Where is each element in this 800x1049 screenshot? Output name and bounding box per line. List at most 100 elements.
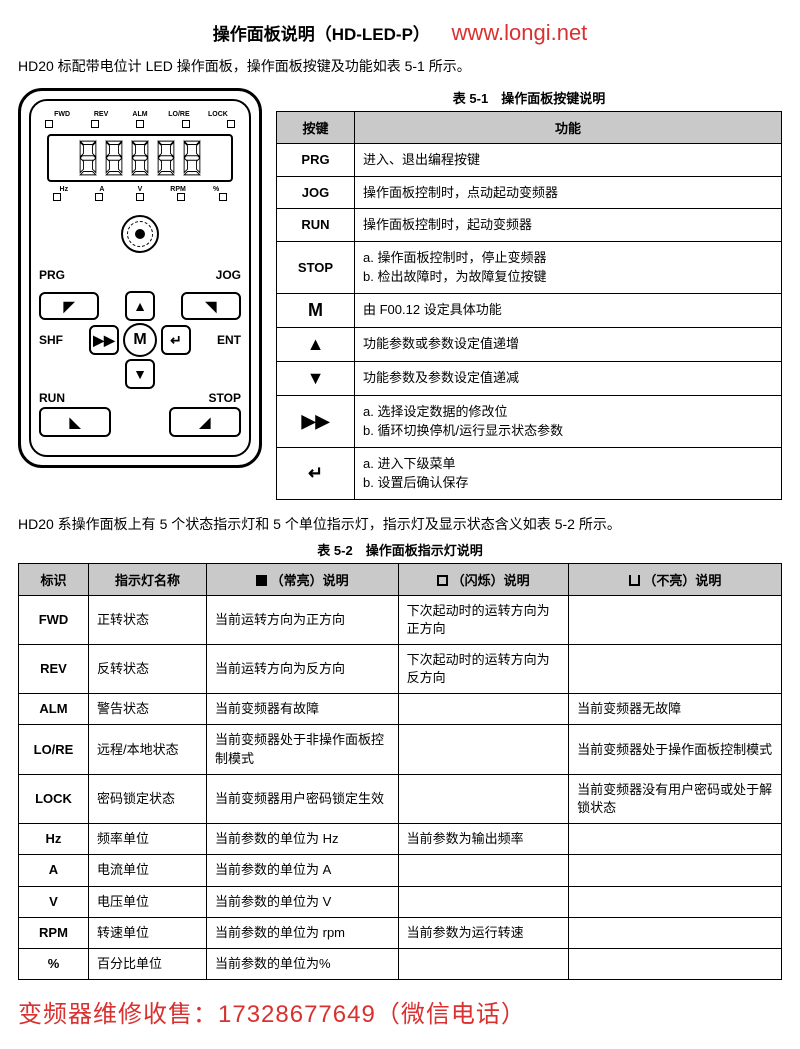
table-5-2-caption: 表 5-2 操作面板指示灯说明 (18, 540, 782, 559)
prg-button: ◤ (39, 292, 99, 320)
t51-desc-cell: 进入、退出编程按键 (355, 144, 782, 177)
t52-cell (569, 917, 782, 948)
t52-cell: 当前变频器处于操作面板控制模式 (569, 725, 782, 774)
t52-cell: 当前变频器没有用户密码或处于解锁状态 (569, 774, 782, 823)
t52-cell: 警告状态 (89, 694, 207, 725)
t52-cell (569, 948, 782, 979)
run-label: RUN (39, 391, 79, 405)
t51-desc-cell: 功能参数及参数设定值递减 (355, 361, 782, 395)
t52-cell: 当前变频器无故障 (569, 694, 782, 725)
t52-cell (569, 855, 782, 886)
run-button: ◣ (39, 407, 111, 437)
t51-desc-cell: 功能参数或参数设定值递增 (355, 327, 782, 361)
stop-button: ◢ (169, 407, 241, 437)
t52-cell: 当前参数的单位为 V (207, 886, 399, 917)
ent-label: ENT (201, 333, 241, 347)
t52-cell: RPM (19, 917, 89, 948)
t52-h0: 标识 (19, 563, 89, 595)
t52-cell: 当前参数的单位为 A (207, 855, 399, 886)
website-url: www.longi.net (452, 20, 588, 45)
status-led-boxes (39, 120, 241, 128)
t52-cell: 电流单位 (89, 855, 207, 886)
t51-key-cell: M (277, 293, 355, 327)
t51-key-cell: PRG (277, 144, 355, 177)
t52-cell: 当前变频器用户密码锁定生效 (207, 774, 399, 823)
t51-key-cell: ▲ (277, 327, 355, 361)
t52-cell: A (19, 855, 89, 886)
footer-contact: 变频器维修收售：17328677649（微信电话） (18, 994, 782, 1029)
table-5-2: 标识 指示灯名称 （常亮）说明 （闪烁）说明 （不亮）说明 FWD正转状态当前运… (18, 563, 782, 981)
jog-button: ◥ (181, 292, 241, 320)
t52-cell: REV (19, 644, 89, 693)
seven-segment-display (47, 134, 233, 182)
t52-cell: 当前参数为输出频率 (398, 824, 568, 855)
t52-cell (398, 774, 568, 823)
t52-cell: LOCK (19, 774, 89, 823)
t51-desc-cell: 由 F00.12 设定具体功能 (355, 293, 782, 327)
unit-led-boxes (47, 193, 233, 201)
t51-key-cell: STOP (277, 241, 355, 293)
unit-led-labels: Hz A V RPM % (47, 186, 233, 193)
keypad: PRG JOG ◤ ▲ ◥ SHF ▶▶ M ↵ ENT (39, 259, 241, 445)
t51-key-cell: ↵ (277, 447, 355, 499)
t51-key-cell: ▶▶ (277, 395, 355, 447)
t52-cell: LO/RE (19, 725, 89, 774)
t52-cell: 当前运转方向为反方向 (207, 644, 399, 693)
row-panel-table: FWD REV ALM LO/RE LOCK Hz A V RPM (18, 88, 782, 500)
t51-header-desc: 功能 (355, 112, 782, 144)
t52-cell: 转速单位 (89, 917, 207, 948)
t52-h2: （常亮）说明 (207, 563, 399, 595)
potentiometer-knob (121, 215, 159, 253)
shift-button: ▶▶ (89, 325, 119, 355)
prg-label: PRG (39, 268, 79, 282)
table-5-1-wrap: 表 5-1 操作面板按键说明 按键 功能 PRG进入、退出编程按键JOG操作面板… (276, 88, 782, 500)
table-5-1: 按键 功能 PRG进入、退出编程按键JOG操作面板控制时，点动起动变频器RUN操… (276, 111, 782, 500)
m-button: M (123, 323, 157, 357)
t51-desc-cell: a. 选择设定数据的修改位b. 循环切换停机/运行显示状态参数 (355, 395, 782, 447)
t52-cell (398, 886, 568, 917)
t52-cell: 频率单位 (89, 824, 207, 855)
t52-h1: 指示灯名称 (89, 563, 207, 595)
t51-desc-cell: 操作面板控制时，点动起动变频器 (355, 176, 782, 209)
t51-key-cell: ▼ (277, 361, 355, 395)
t52-cell: 密码锁定状态 (89, 774, 207, 823)
t51-key-cell: RUN (277, 209, 355, 242)
t52-cell: 远程/本地状态 (89, 725, 207, 774)
intro-text-2: HD20 系操作面板上有 5 个状态指示灯和 5 个单位指示灯，指示灯及显示状态… (18, 514, 782, 534)
page-title: 操作面板说明（HD-LED-P） (213, 25, 430, 44)
t52-h3: （闪烁）说明 (398, 563, 568, 595)
down-button: ▼ (125, 359, 155, 389)
t52-cell: % (19, 948, 89, 979)
t52-cell: 当前变频器有故障 (207, 694, 399, 725)
t52-cell: 当前变频器处于非操作面板控制模式 (207, 725, 399, 774)
t52-cell: 下次起动时的运转方向为正方向 (398, 595, 568, 644)
t51-header-key: 按键 (277, 112, 355, 144)
t52-cell: 当前参数为运行转速 (398, 917, 568, 948)
t52-cell: 电压单位 (89, 886, 207, 917)
t52-cell: Hz (19, 824, 89, 855)
intro-text-1: HD20 标配带电位计 LED 操作面板，操作面板按键及功能如表 5-1 所示。 (18, 56, 782, 76)
t51-desc-cell: 操作面板控制时，起动变频器 (355, 209, 782, 242)
enter-button: ↵ (161, 325, 191, 355)
t52-cell: 当前参数的单位为% (207, 948, 399, 979)
t52-cell (398, 694, 568, 725)
t52-cell: 当前参数的单位为 Hz (207, 824, 399, 855)
control-panel-illustration: FWD REV ALM LO/RE LOCK Hz A V RPM (18, 88, 262, 468)
t52-cell: 反转状态 (89, 644, 207, 693)
t52-cell (398, 725, 568, 774)
t52-cell (569, 824, 782, 855)
t52-h4: （不亮）说明 (569, 563, 782, 595)
t52-cell: 当前参数的单位为 rpm (207, 917, 399, 948)
t52-cell (569, 644, 782, 693)
jog-label: JOG (201, 268, 241, 282)
t52-cell (398, 948, 568, 979)
stop-label: STOP (201, 391, 241, 405)
t52-cell: 百分比单位 (89, 948, 207, 979)
shf-label: SHF (39, 333, 79, 347)
title-row: 操作面板说明（HD-LED-P） www.longi.net (18, 20, 782, 46)
status-led-labels: FWD REV ALM LO/RE LOCK (39, 111, 241, 118)
t51-desc-cell: a. 操作面板控制时，停止变频器b. 检出故障时，为故障复位按键 (355, 241, 782, 293)
t51-desc-cell: a. 进入下级菜单b. 设置后确认保存 (355, 447, 782, 499)
t51-key-cell: JOG (277, 176, 355, 209)
t52-cell: ALM (19, 694, 89, 725)
